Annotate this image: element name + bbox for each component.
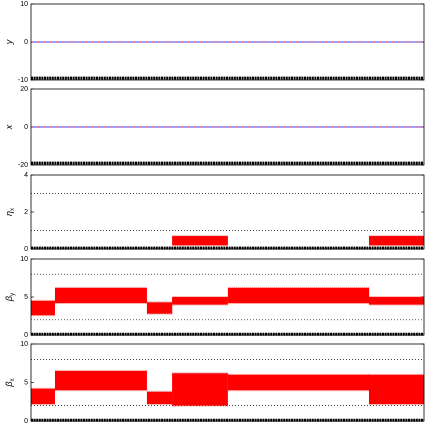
y-axis-label-main: β bbox=[4, 296, 14, 302]
band bbox=[54, 287, 147, 304]
y-tick-label: 0 bbox=[24, 246, 28, 253]
band bbox=[172, 236, 228, 246]
y-axis-label: βy bbox=[4, 293, 15, 302]
y-axis-label-main: x bbox=[4, 124, 14, 130]
band bbox=[227, 374, 369, 391]
y-axis-label-main: η bbox=[4, 211, 14, 216]
y-tick-label: 4 bbox=[24, 172, 28, 179]
band bbox=[368, 297, 424, 305]
y-axis-label: x bbox=[4, 124, 14, 130]
y-tick-label: -10 bbox=[18, 77, 28, 84]
frame bbox=[30, 88, 425, 166]
y-tick-label: 0 bbox=[24, 418, 28, 425]
y-tick-label: 0 bbox=[24, 39, 28, 46]
frame bbox=[30, 3, 425, 81]
y-tick-label: -20 bbox=[18, 162, 28, 169]
y-tick-label: 2 bbox=[24, 209, 28, 216]
y-axis-label-sub: y bbox=[10, 293, 16, 296]
band bbox=[54, 370, 147, 391]
y-axis-label: ηx bbox=[4, 208, 15, 216]
frame bbox=[30, 343, 425, 422]
y-axis-label-sub: x bbox=[10, 378, 16, 381]
frame bbox=[30, 174, 425, 250]
band bbox=[146, 302, 173, 314]
y-axis-label-main: β bbox=[4, 381, 14, 387]
y-tick-label: 5 bbox=[24, 379, 28, 386]
y-tick-label: 10 bbox=[20, 1, 28, 8]
y-axis-label-sub: x bbox=[10, 208, 16, 211]
y-axis-label: βx bbox=[4, 378, 15, 387]
band bbox=[31, 300, 55, 316]
band bbox=[172, 373, 228, 406]
band bbox=[227, 287, 369, 304]
band bbox=[31, 388, 55, 405]
y-tick-label: 0 bbox=[24, 124, 28, 131]
y-axis-label: y bbox=[4, 39, 14, 45]
y-tick-label: 5 bbox=[24, 294, 28, 301]
y-axis-label-main: y bbox=[4, 39, 14, 45]
y-tick-label: 10 bbox=[20, 256, 28, 263]
band bbox=[368, 236, 424, 246]
y-tick-label: 0 bbox=[24, 332, 28, 339]
band bbox=[172, 297, 228, 305]
band bbox=[146, 391, 173, 405]
y-tick-label: 20 bbox=[20, 86, 28, 93]
y-tick-label: 10 bbox=[20, 341, 28, 348]
frame bbox=[30, 258, 425, 336]
